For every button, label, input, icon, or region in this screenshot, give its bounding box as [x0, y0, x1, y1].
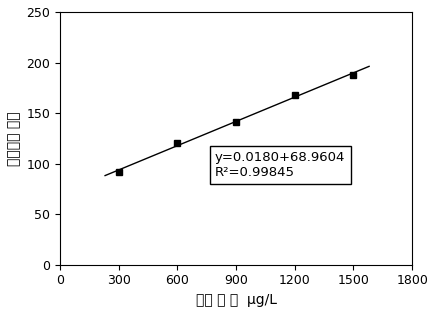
- Text: y=0.0180+68.9604
R²=0.99845: y=0.0180+68.9604 R²=0.99845: [214, 151, 345, 179]
- Y-axis label: 平均出峰 面积: 平均出峰 面积: [7, 111, 21, 166]
- X-axis label: 加标 浓 度  μg/L: 加标 浓 度 μg/L: [195, 293, 276, 307]
